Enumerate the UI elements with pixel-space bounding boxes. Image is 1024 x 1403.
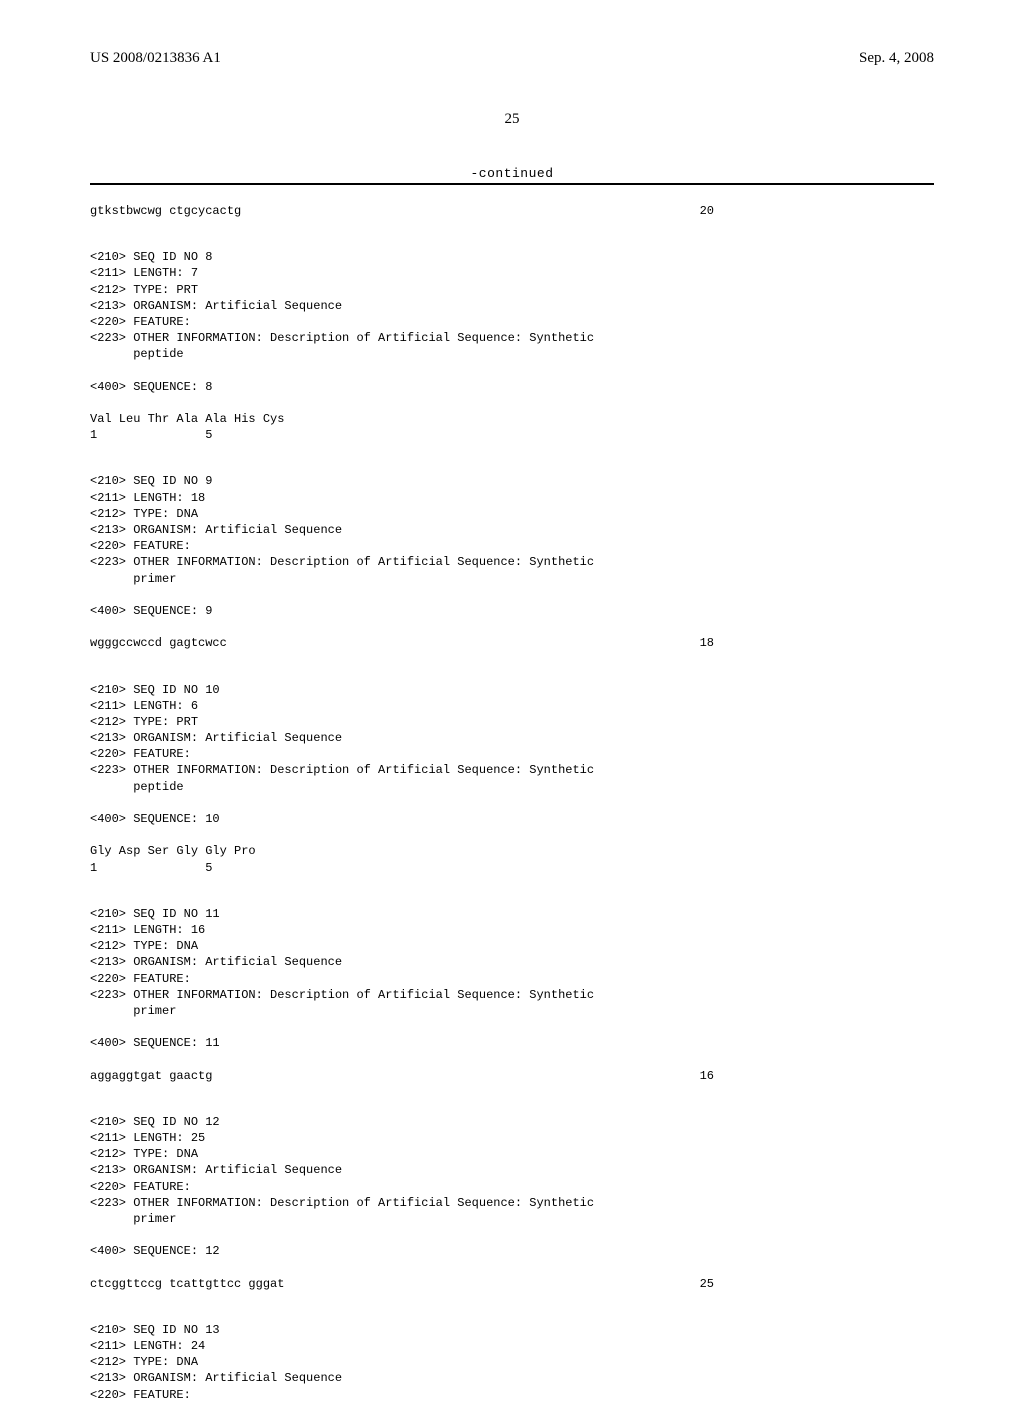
document-date: Sep. 4, 2008 [859,50,934,67]
sequence-line: <211> LENGTH: 24 [90,1338,934,1354]
sequence-line: <223> OTHER INFORMATION: Description of … [90,1195,934,1211]
sequence-line [90,1019,934,1035]
document-id: US 2008/0213836 A1 [90,50,221,67]
sequence-line: <212> TYPE: DNA [90,1146,934,1162]
sequence-line: <211> LENGTH: 6 [90,698,934,714]
sequence-line: <400> SEQUENCE: 9 [90,603,934,619]
sequence-line: <212> TYPE: DNA [90,938,934,954]
sequence-line: <223> OTHER INFORMATION: Description of … [90,987,934,1003]
page-number: 25 [90,111,934,128]
sequence-line: <220> FEATURE: [90,746,934,762]
sequence-line [90,395,934,411]
sequence-listing: gtkstbwcwg ctgcycactg 20 <210> SEQ ID NO 8… [90,203,934,1403]
sequence-line: <213> ORGANISM: Artificial Sequence [90,1162,934,1178]
sequence-line [90,1227,934,1243]
sequence-line: <220> FEATURE: [90,314,934,330]
sequence-line: Gly Asp Ser Gly Gly Pro [90,843,934,859]
divider [90,183,934,185]
sequence-line: 1 5 [90,860,934,876]
sequence-line: <220> FEATURE: [90,1179,934,1195]
sequence-line: <213> ORGANISM: Artificial Sequence [90,954,934,970]
sequence-line: <210> SEQ ID NO 11 [90,906,934,922]
sequence-line: <211> LENGTH: 7 [90,265,934,281]
sequence-block: <210> SEQ ID NO 9<211> LENGTH: 18<212> T… [90,473,934,651]
sequence-line: <211> LENGTH: 16 [90,922,934,938]
sequence-line: <212> TYPE: PRT [90,714,934,730]
sequence-block: gtkstbwcwg ctgcycactg 20 [90,203,934,219]
sequence-line [90,1051,934,1067]
page: US 2008/0213836 A1 Sep. 4, 2008 25 -cont… [0,0,1024,1320]
sequence-line [90,587,934,603]
sequence-text: gtkstbwcwg ctgcycactg [90,203,241,219]
sequence-line: Val Leu Thr Ala Ala His Cys [90,411,934,427]
sequence-line: <210> SEQ ID NO 9 [90,473,934,489]
sequence-line: <212> TYPE: PRT [90,282,934,298]
sequence-line: primer [90,1003,934,1019]
sequence-line [90,1260,934,1276]
sequence-line: primer [90,1211,934,1227]
sequence-line: <211> LENGTH: 18 [90,490,934,506]
sequence-line: <400> SEQUENCE: 12 [90,1243,934,1259]
sequence-line: <210> SEQ ID NO 12 [90,1114,934,1130]
sequence-line [90,619,934,635]
sequence-line: aggaggtgat gaactg 16 [90,1068,934,1084]
sequence-text: aggaggtgat gaactg [90,1068,212,1084]
sequence-line [90,827,934,843]
sequence-line: <223> OTHER INFORMATION: Description of … [90,330,934,346]
sequence-line [90,795,934,811]
sequence-text: ctcggttccg tcattgttcc gggat [90,1276,284,1292]
sequence-line [90,363,934,379]
sequence-line: <213> ORGANISM: Artificial Sequence [90,298,934,314]
sequence-line: <213> ORGANISM: Artificial Sequence [90,522,934,538]
sequence-line: <212> TYPE: DNA [90,506,934,522]
sequence-block: <210> SEQ ID NO 13<211> LENGTH: 24<212> … [90,1322,934,1403]
page-header: US 2008/0213836 A1 Sep. 4, 2008 [90,50,934,67]
sequence-line: <210> SEQ ID NO 10 [90,682,934,698]
sequence-line: <220> FEATURE: [90,538,934,554]
continued-section: -continued [90,166,934,185]
continued-label: -continued [90,166,934,181]
sequence-line: peptide [90,346,934,362]
sequence-block: <210> SEQ ID NO 10<211> LENGTH: 6<212> T… [90,682,934,876]
sequence-line: <213> ORGANISM: Artificial Sequence [90,1370,934,1386]
sequence-line: <400> SEQUENCE: 11 [90,1035,934,1051]
sequence-block: <210> SEQ ID NO 8<211> LENGTH: 7<212> TY… [90,249,934,443]
sequence-length-number: 16 [700,1068,934,1084]
sequence-line: <223> OTHER INFORMATION: Description of … [90,554,934,570]
sequence-block: <210> SEQ ID NO 11<211> LENGTH: 16<212> … [90,906,934,1084]
sequence-line: <223> OTHER INFORMATION: Description of … [90,762,934,778]
sequence-length-number: 25 [700,1276,934,1292]
sequence-line: <213> ORGANISM: Artificial Sequence [90,730,934,746]
sequence-line: wgggccwccd gagtcwcc 18 [90,635,934,651]
sequence-line: <210> SEQ ID NO 8 [90,249,934,265]
sequence-line: ctcggttccg tcattgttcc gggat 25 [90,1276,934,1292]
sequence-text: wgggccwccd gagtcwcc [90,635,227,651]
sequence-length-number: 20 [700,203,934,219]
sequence-line: 1 5 [90,427,934,443]
sequence-line: <400> SEQUENCE: 8 [90,379,934,395]
sequence-line: <220> FEATURE: [90,1387,934,1403]
sequence-line: peptide [90,779,934,795]
sequence-line: <210> SEQ ID NO 13 [90,1322,934,1338]
sequence-line: <212> TYPE: DNA [90,1354,934,1370]
sequence-length-number: 18 [700,635,934,651]
sequence-line: gtkstbwcwg ctgcycactg 20 [90,203,934,219]
sequence-line: primer [90,571,934,587]
sequence-line: <400> SEQUENCE: 10 [90,811,934,827]
sequence-block: <210> SEQ ID NO 12<211> LENGTH: 25<212> … [90,1114,934,1292]
sequence-line: <220> FEATURE: [90,971,934,987]
sequence-line: <211> LENGTH: 25 [90,1130,934,1146]
